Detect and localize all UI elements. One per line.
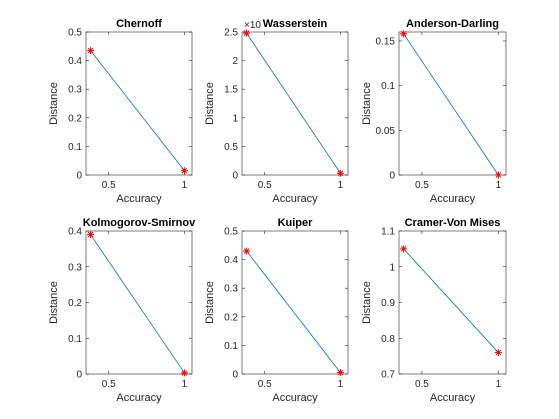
y-tick-label: 2.5	[224, 28, 238, 39]
x-tick-label: 0.5	[102, 379, 116, 390]
data-point-marker	[243, 247, 251, 255]
x-tick-label: 1	[338, 180, 344, 191]
subplot-title: Anderson-Darling	[406, 18, 499, 30]
series-line	[246, 32, 341, 174]
y-tick-label: 0.8	[381, 334, 395, 345]
x-tick-label: 1	[496, 379, 502, 390]
y-tick-label: 0.5	[224, 142, 238, 153]
data-point-marker	[336, 369, 344, 377]
subplot-title: Chernoff	[116, 18, 162, 30]
subplot-1: 0.5 1 0 0.1 0.2 0.3 0.4 0.5 Chernoff Accuracy Dist…	[48, 18, 193, 205]
data-point-marker	[336, 169, 344, 177]
axes-box	[85, 230, 193, 375]
x-axis-label: Accuracy	[430, 193, 476, 205]
x-tick-label: 0.5	[415, 379, 429, 390]
series-line	[403, 248, 499, 353]
data-point-marker	[87, 231, 95, 239]
y-tick-label: 0.3	[68, 85, 82, 96]
subplot-3: 0.5 1 0 0.05 0.1 0.15 Anderson-Darling Accuracy…	[361, 18, 507, 205]
x-axis-label: Accuracy	[272, 392, 318, 404]
y-axis-label: Distance	[361, 82, 373, 125]
y-tick-label: 0	[389, 171, 395, 182]
y-tick-label: 0.2	[68, 113, 82, 124]
x-tick-label: 0.5	[258, 180, 272, 191]
y-tick-label: 0.5	[224, 227, 238, 238]
y-tick-label: 0	[76, 370, 82, 381]
series-line	[90, 234, 185, 374]
data-point-marker	[494, 349, 502, 357]
x-tick-label: 0.5	[258, 379, 272, 390]
y-tick-label: 1	[232, 113, 238, 124]
y-tick-label: 0.1	[68, 334, 82, 345]
y-tick-label: 0.4	[224, 255, 238, 266]
y-exponent-label: ×10	[244, 20, 261, 31]
x-tick-label: 1	[338, 379, 344, 390]
data-point-marker	[180, 369, 188, 377]
y-axis-label: Distance	[48, 82, 60, 125]
data-point-marker	[87, 47, 95, 55]
y-tick-label: 0.2	[68, 298, 82, 309]
x-axis-label: Accuracy	[116, 392, 162, 404]
y-axis-label: Distance	[48, 281, 60, 324]
y-tick-label: 0.4	[68, 227, 82, 238]
data-point-marker	[400, 30, 408, 38]
series-line	[246, 250, 341, 373]
subplot-6: 0.5 1 0.7 0.8 0.9 1 1.1 Cramer-Von Mises Accurac…	[361, 217, 507, 404]
y-tick-label: 0.3	[68, 262, 82, 273]
x-tick-label: 0.5	[102, 180, 116, 191]
series-line	[90, 50, 185, 171]
y-tick-label: 0.2	[224, 312, 238, 323]
y-tick-label: 0.9	[381, 298, 395, 309]
subplot-5: 0.5 1 0 0.1 0.2 0.3 0.4 0.5 Kuiper Accuracy Distan…	[204, 217, 349, 404]
subplot-title: Cramer-Von Mises	[405, 217, 501, 229]
y-axis-label: Distance	[204, 281, 216, 324]
axes-box	[241, 230, 349, 375]
axes-box	[398, 31, 507, 176]
data-point-marker	[494, 171, 502, 179]
y-tick-label: 1.5	[224, 85, 238, 96]
axes-box	[241, 31, 349, 176]
y-tick-label: 0.1	[68, 142, 82, 153]
axes-box	[85, 31, 193, 176]
x-tick-label: 0.5	[415, 180, 429, 191]
y-tick-label: 0	[232, 171, 238, 182]
y-tick-label: 2	[232, 56, 238, 67]
y-tick-label: 0	[76, 171, 82, 182]
x-axis-label: Accuracy	[430, 392, 476, 404]
subplot-title: Kolmogorov-Smirnov	[83, 217, 196, 229]
y-tick-label: 0	[232, 370, 238, 381]
y-tick-label: 0.15	[376, 36, 396, 47]
subplot-2: 0.5 1 0 0.5 1 1.5 2 2.5 ×10 Wasserstein Accuracy Di…	[204, 18, 349, 205]
subplot-title: Kuiper	[278, 217, 314, 229]
y-tick-label: 0.5	[68, 28, 82, 39]
y-tick-label: 0.4	[68, 56, 82, 67]
data-point-marker	[180, 167, 188, 175]
y-tick-label: 1	[389, 262, 395, 273]
y-tick-label: 0.1	[224, 341, 238, 352]
data-point-marker	[243, 29, 251, 37]
y-axis-label: Distance	[204, 82, 216, 125]
series-line	[403, 33, 499, 176]
y-axis-label: Distance	[361, 281, 373, 324]
x-tick-label: 1	[496, 180, 502, 191]
y-tick-label: 0.1	[381, 81, 395, 92]
x-axis-label: Accuracy	[116, 193, 162, 205]
x-tick-label: 1	[182, 180, 188, 191]
y-tick-label: 1.1	[381, 227, 395, 238]
y-tick-label: 0.7	[381, 370, 395, 381]
y-tick-label: 0.3	[224, 284, 238, 295]
x-tick-label: 1	[182, 379, 188, 390]
y-tick-label: 0.05	[376, 126, 396, 137]
subplot-title: Wasserstein	[263, 18, 328, 30]
data-point-marker	[400, 245, 408, 253]
x-axis-label: Accuracy	[272, 193, 318, 205]
